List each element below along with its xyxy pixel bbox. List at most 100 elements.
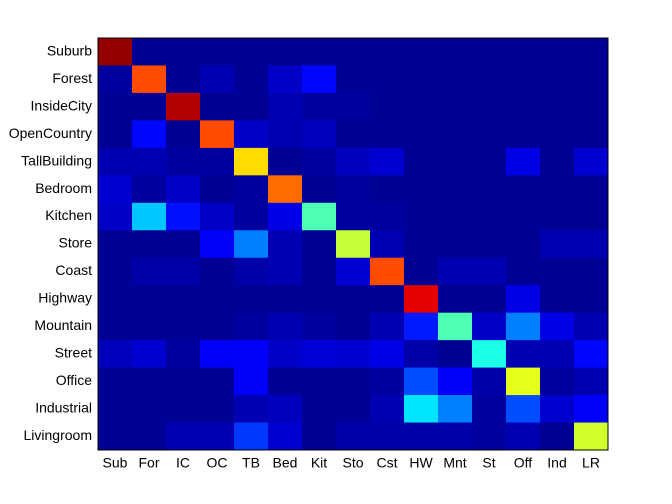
cell [166, 312, 201, 341]
cell [234, 92, 269, 121]
cell [438, 175, 473, 204]
y-tick-label: Industrial [35, 400, 92, 416]
cell [234, 65, 269, 94]
cell [268, 65, 303, 94]
cell [234, 202, 269, 231]
cell [370, 230, 405, 259]
cell [200, 340, 235, 369]
cell [336, 38, 371, 66]
cell [540, 65, 575, 94]
cell [336, 312, 371, 341]
cell [166, 38, 201, 66]
cell [268, 202, 303, 231]
cell [234, 422, 269, 451]
cell [302, 395, 337, 424]
cell [540, 230, 575, 259]
cell [370, 65, 405, 94]
cell [234, 230, 269, 259]
x-tick-label: IC [176, 455, 190, 471]
cell [540, 285, 575, 314]
cell [132, 257, 167, 286]
cell [132, 285, 167, 314]
cell [166, 92, 201, 121]
cell [540, 257, 575, 286]
cell [574, 312, 609, 341]
cell [404, 120, 439, 149]
cell [506, 202, 541, 231]
cell [438, 65, 473, 94]
x-tick-label: St [482, 455, 495, 471]
cell [506, 340, 541, 369]
cell [336, 147, 371, 176]
x-tick-label: TB [242, 455, 260, 471]
cell [268, 38, 303, 66]
cell [268, 175, 303, 204]
cell [574, 147, 609, 176]
cell [302, 147, 337, 176]
cell [302, 422, 337, 451]
cell [132, 312, 167, 341]
cell [234, 395, 269, 424]
cell [166, 340, 201, 369]
cell [132, 367, 167, 396]
cell [438, 120, 473, 149]
x-tick-label: Sub [103, 455, 128, 471]
cell [268, 422, 303, 451]
cell [404, 422, 439, 451]
x-tick-label: Cst [377, 455, 398, 471]
cell [540, 92, 575, 121]
cell [506, 120, 541, 149]
cell [404, 257, 439, 286]
cell [404, 312, 439, 341]
cell [234, 175, 269, 204]
cell [234, 340, 269, 369]
cell [166, 257, 201, 286]
cell [200, 257, 235, 286]
cell [438, 395, 473, 424]
x-tick-label: For [139, 455, 160, 471]
x-tick-label: Kit [311, 455, 327, 471]
cell [574, 65, 609, 94]
y-tick-label: Kitchen [45, 207, 92, 223]
cell [268, 257, 303, 286]
y-tick-label: Store [59, 235, 93, 251]
cell [370, 285, 405, 314]
cell [506, 422, 541, 451]
cell [574, 395, 609, 424]
cell [574, 202, 609, 231]
x-tick-label: Bed [273, 455, 298, 471]
cell [404, 65, 439, 94]
cell [540, 395, 575, 424]
cell [234, 367, 269, 396]
cell [438, 257, 473, 286]
cell [404, 367, 439, 396]
y-tick-label: Street [55, 345, 92, 361]
y-tick-label: OpenCountry [9, 125, 92, 141]
cell [166, 65, 201, 94]
cell [166, 120, 201, 149]
cell [98, 395, 133, 424]
cell [302, 92, 337, 121]
cell [336, 340, 371, 369]
cell [98, 312, 133, 341]
cell [438, 312, 473, 341]
cell [404, 147, 439, 176]
cell [132, 340, 167, 369]
y-tick-label: Bedroom [35, 180, 92, 196]
cell [574, 340, 609, 369]
cell [336, 65, 371, 94]
cell [472, 202, 507, 231]
cell [540, 120, 575, 149]
cell [472, 230, 507, 259]
plot-frame [97, 37, 609, 451]
cell [166, 395, 201, 424]
cell [200, 38, 235, 66]
cell [370, 202, 405, 231]
cell [336, 175, 371, 204]
cell [574, 422, 609, 451]
cell [98, 340, 133, 369]
cell [574, 367, 609, 396]
cells [98, 38, 609, 451]
cell [200, 147, 235, 176]
